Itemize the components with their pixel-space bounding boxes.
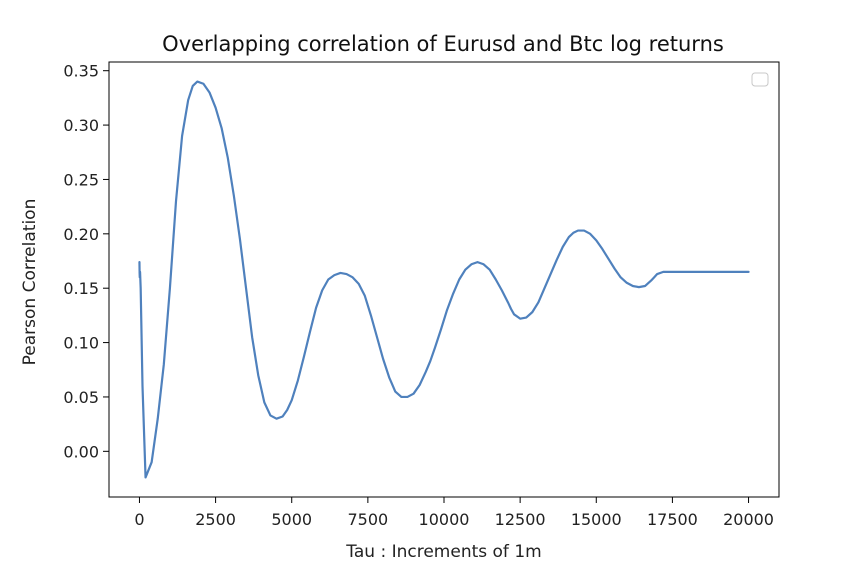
- x-tick-label: 0: [134, 510, 144, 529]
- y-axis: 0.00 0.05 0.10 0.15 0.20 0.25 0.30 0.35: [63, 62, 109, 461]
- y-tick-label: 0.15: [63, 279, 99, 298]
- plot-area: [108, 61, 780, 498]
- y-tick-label: 0.30: [63, 116, 99, 135]
- series-line: [138, 80, 750, 479]
- y-tick-label: 0.25: [63, 170, 99, 189]
- x-axis-label: Tau : Increments of 1m: [345, 542, 541, 562]
- x-tick-label: 15000: [571, 510, 622, 529]
- chart-title: Overlapping correlation of Eurusd and Bt…: [162, 32, 724, 56]
- x-axis: 0 2500 5000 7500 10000 12500 15000 17500 20000: [134, 497, 774, 529]
- y-tick-label: 0.20: [63, 225, 99, 244]
- x-tick-label: 7500: [348, 510, 389, 529]
- y-axis-label: Pearson Correlation: [20, 199, 40, 366]
- legend-box: [751, 72, 769, 87]
- x-tick-label: 10000: [419, 510, 470, 529]
- x-tick-label: 12500: [495, 510, 546, 529]
- x-tick-label: 5000: [271, 510, 312, 529]
- y-tick-label: 0.00: [63, 442, 99, 461]
- x-tick-label: 2500: [195, 510, 236, 529]
- series-layer: [138, 80, 750, 479]
- y-tick-label: 0.10: [63, 334, 99, 353]
- x-tick-label: 20000: [723, 510, 774, 529]
- y-tick-label: 0.35: [63, 62, 99, 81]
- y-tick-label: 0.05: [63, 388, 99, 407]
- plot-border: [108, 61, 780, 498]
- x-tick-label: 17500: [647, 510, 698, 529]
